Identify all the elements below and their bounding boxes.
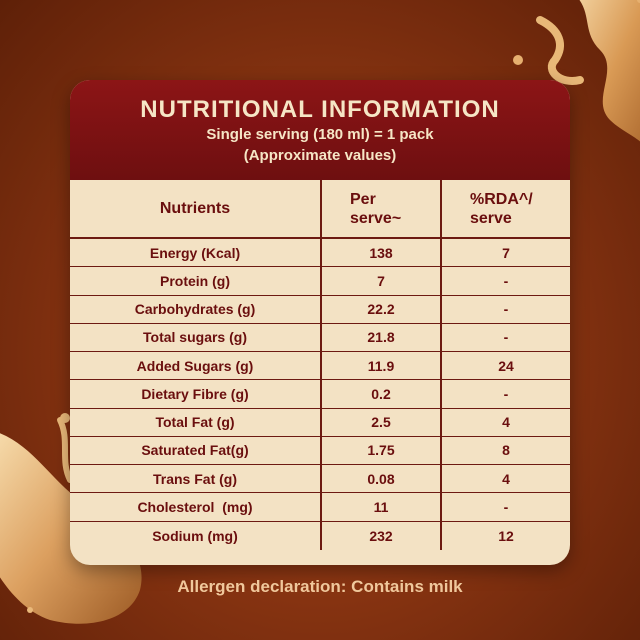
column-header-per-serve-line1: Per (350, 190, 376, 208)
rda-value: - (503, 301, 509, 318)
per-serve-value: 2.5 (322, 408, 442, 436)
table-row: Sodium (mg) 232 12 (70, 521, 570, 550)
nutrient-name: Protein (g) (70, 267, 322, 295)
table-header-row: Nutrients Per serve~ %RDA^/ serve (70, 180, 570, 239)
per-serve-value: 7 (322, 267, 442, 295)
per-serve-value: 138 (322, 239, 442, 267)
table-row: Cholesterol (mg) 11 - (70, 493, 570, 522)
table-row: Total sugars (g) 21.8 - (70, 323, 570, 352)
table-row: Carbohydrates (g) 22.2 - (70, 295, 570, 324)
per-serve-value: 1.75 (322, 436, 442, 464)
rda-value: 24 (498, 357, 514, 374)
rda-value: 7 (502, 244, 510, 261)
rda-value: 4 (502, 414, 510, 431)
per-serve-value: 0.2 (322, 380, 442, 408)
nutrient-name: Trans Fat (g) (70, 465, 322, 493)
nutrient-name: Total Fat (g) (70, 408, 322, 436)
table-row: Protein (g) 7 - (70, 267, 570, 296)
nutrient-name: Dietary Fibre (g) (70, 380, 322, 408)
table-row: Energy (Kcal) 138 7 (70, 239, 570, 268)
per-serve-value: 232 (322, 521, 442, 550)
nutrient-name: Carbohydrates (g) (70, 295, 322, 323)
rda-value: 4 (502, 470, 510, 487)
table-row: Dietary Fibre (g) 0.2 - (70, 380, 570, 409)
serving-size-text: Single serving (180 ml) = 1 pack (206, 126, 434, 143)
table-row: Added Sugars (g) 11.9 24 (70, 352, 570, 381)
rda-value: - (503, 385, 509, 402)
nutrition-card: NUTRITIONAL INFORMATION Single serving (… (70, 80, 570, 565)
card-header: NUTRITIONAL INFORMATION Single serving (… (70, 80, 570, 180)
per-serve-value: 22.2 (322, 295, 442, 323)
approximate-note: (Approximate values) (243, 147, 397, 164)
rda-value: - (503, 329, 509, 346)
nutrient-name: Total sugars (g) (70, 323, 322, 351)
nutrient-name: Energy (Kcal) (70, 239, 322, 267)
nutrient-name: Saturated Fat(g) (70, 436, 322, 464)
rda-value: 12 (498, 527, 514, 544)
nutrient-name: Sodium (mg) (70, 521, 322, 550)
table-row: Total Fat (g) 2.5 4 (70, 408, 570, 437)
table-row: Trans Fat (g) 0.08 4 (70, 465, 570, 494)
column-header-rda-line2: serve (470, 209, 512, 227)
rda-value: - (503, 498, 509, 515)
page-title: NUTRITIONAL INFORMATION (140, 96, 500, 123)
nutrient-name: Added Sugars (g) (70, 352, 322, 380)
per-serve-value: 11.9 (322, 352, 442, 380)
rda-value: - (503, 272, 509, 289)
table-row: Saturated Fat(g) 1.75 8 (70, 436, 570, 465)
column-header-per-serve-line2: serve~ (350, 209, 402, 227)
per-serve-value: 11 (322, 493, 442, 521)
per-serve-value: 0.08 (322, 465, 442, 493)
nutrient-name: Cholesterol (mg) (70, 493, 322, 521)
column-header-rda-line1: %RDA^/ (470, 190, 533, 208)
rda-value: 8 (502, 442, 510, 459)
per-serve-value: 21.8 (322, 323, 442, 351)
column-header-per-serve: Per serve~ (322, 180, 442, 237)
column-header-rda: %RDA^/ serve (442, 180, 570, 237)
allergen-declaration: Allergen declaration: Contains milk (177, 577, 463, 596)
column-header-nutrients: Nutrients (70, 180, 322, 237)
nutrition-table: Nutrients Per serve~ %RDA^/ serve Energy… (70, 180, 570, 550)
